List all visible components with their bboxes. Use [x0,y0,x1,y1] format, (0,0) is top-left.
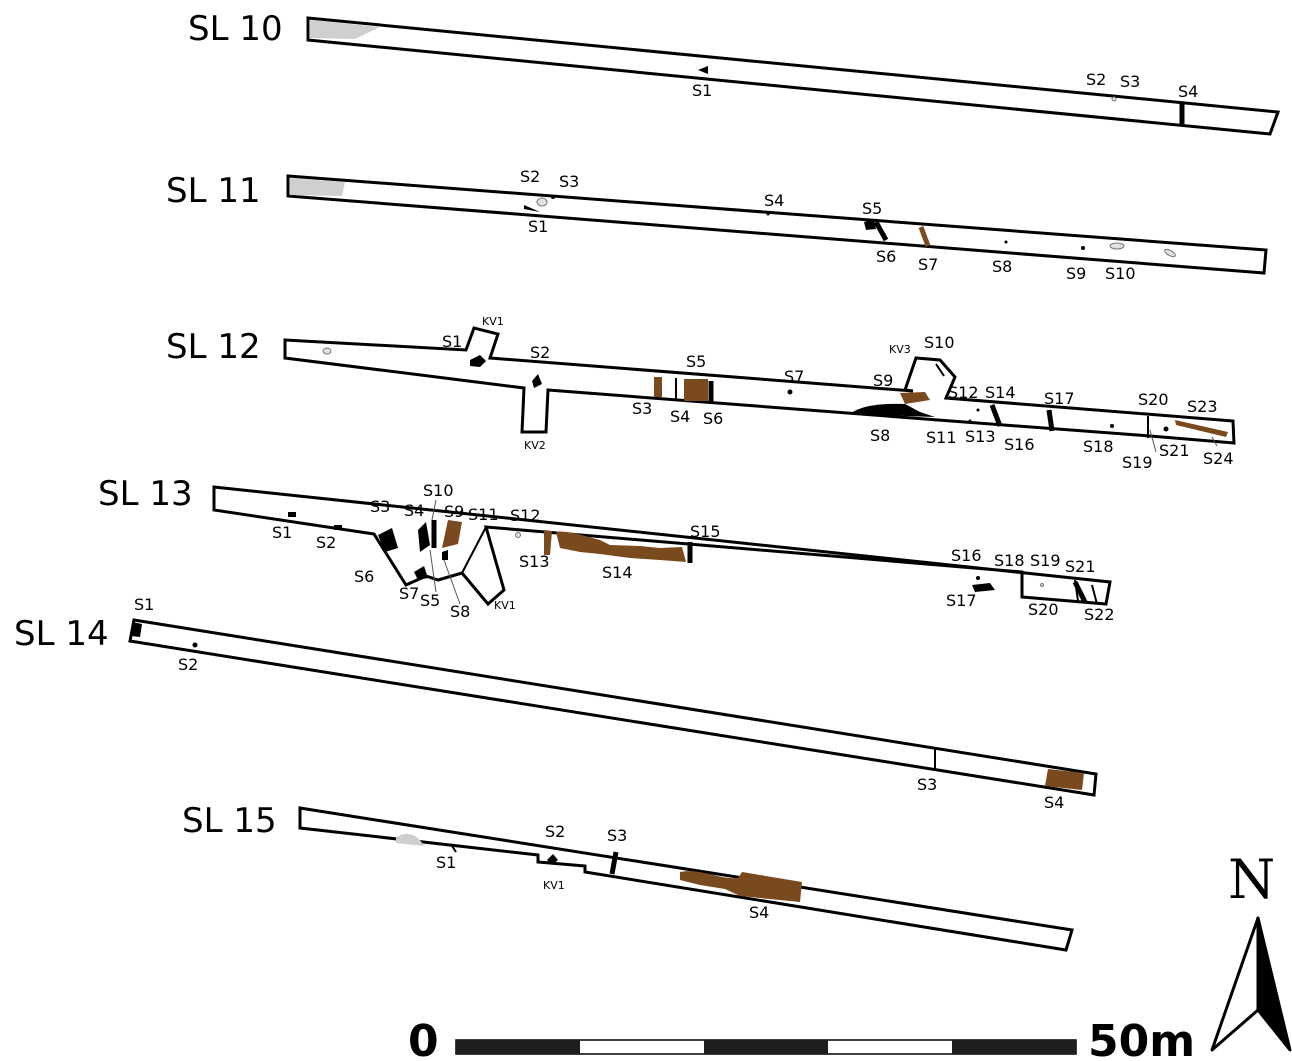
north-arrow: N [1210,848,1292,1052]
trench-label-sl13: SL 13 [98,474,193,514]
trench-label-sl12: SL 12 [166,327,261,367]
feature-label: S6 [876,247,896,266]
feature-label: S9 [1066,264,1086,283]
feature-label: S8 [450,602,470,621]
feature-label: S4 [670,407,690,426]
feature-label: S4 [764,191,784,210]
feature-label: S2 [520,167,540,186]
trench-sl11: SL 11 S2 S3 S1 S4 S5 S6 S7 S8 S9 S10 [166,167,1268,283]
area-label: KV2 [524,439,546,452]
feature-label: S12 [948,383,979,402]
feature-label: S16 [1004,435,1035,454]
trench-label-sl10: SL 10 [188,9,283,49]
feature-label: S23 [1187,397,1218,416]
feature-label: S14 [602,563,633,582]
feature-label: S7 [399,584,419,603]
feature-label: S5 [862,199,882,218]
feature-label: S11 [468,505,499,524]
feature-label: S3 [917,775,937,794]
scale-segment [952,1040,1076,1054]
feature-label: S19 [1030,551,1061,570]
area-label: KV1 [543,879,565,892]
scale-end-label: 50m [1088,1016,1195,1061]
feature-label: S4 [1178,82,1198,101]
feature-label: S9 [444,502,464,521]
trench-sl13: SL 13 S1 S2 S3 S4 S5 S6 S7 S8 S9 S10 S11 [98,474,1115,624]
feature-label: S22 [1084,605,1115,624]
feature-label: S15 [690,522,721,541]
feature-label: S2 [316,533,336,552]
feature-label: S13 [519,552,550,571]
feature-label: S2 [530,343,550,362]
feature-label: S7 [918,255,938,274]
feature-label: S17 [946,591,977,610]
feature-label: S21 [1065,557,1096,576]
feature-label: S3 [607,826,627,845]
feature-label: S11 [926,428,957,447]
feature-label: S10 [423,481,454,500]
area-label: KV1 [482,315,504,328]
feature-label: S4 [404,501,424,520]
trench-label-sl11: SL 11 [166,171,261,211]
feature-label: S1 [272,523,292,542]
north-arrow-left-half [1210,916,1260,1052]
feature-label: S20 [1028,600,1059,619]
feature-label: S24 [1203,449,1234,468]
feature-label: S8 [870,426,890,445]
feature-label: S4 [749,903,769,922]
trench-sl14: SL 14 S1 S2 S3 S4 [14,595,1098,812]
trench-label-sl14: SL 14 [14,614,109,654]
feature-label: S12 [510,506,541,525]
feature-label: S14 [985,383,1016,402]
trench-label-sl15: SL 15 [182,801,277,841]
feature-label: S20 [1138,390,1169,409]
feature-label: S3 [632,399,652,418]
feature-label: S13 [965,427,996,446]
feature-label: S8 [992,257,1012,276]
feature-label: S18 [994,551,1025,570]
area-label: KV3 [889,343,911,356]
feature-label: S10 [924,333,955,352]
feature-label: S10 [1105,264,1136,283]
north-arrow-right-half [1256,916,1292,1052]
feature-label: S9 [873,371,893,390]
scale-segment [456,1040,580,1054]
feature-label: S2 [178,655,198,674]
feature-label: S1 [436,853,456,872]
feature-label: S4 [1044,793,1064,812]
feature-label: S1 [134,595,154,614]
area-label: KV1 [494,599,516,612]
feature-label: S1 [528,217,548,236]
trench-sl15: SL 15 S1 S2 S3 S4 KV1 [182,801,1074,952]
feature-label: S6 [703,409,723,428]
feature-label: S1 [692,81,712,100]
feature-label: S3 [370,497,390,516]
scale-segment [704,1040,828,1054]
trench-sl10: SL 10 S1 S2 S3 S4 [188,9,1281,136]
feature-label: S7 [784,367,804,386]
feature-label: S18 [1083,437,1114,456]
scale-start-label: 0 [408,1016,439,1061]
feature-label: S1 [442,332,462,351]
feature-label: S21 [1159,441,1190,460]
feature-label: S6 [354,567,374,586]
feature-label: S5 [420,591,440,610]
feature-label: S19 [1122,453,1153,472]
scale-bar: 0 50m [408,1016,1195,1061]
feature-label: S16 [951,546,982,565]
feature-label: S3 [1120,72,1140,91]
feature-label: S3 [559,172,579,191]
feature-label: S2 [1086,70,1106,89]
trench-sl12: SL 12 S1 KV1 S2 KV2 S3 S4 S5 S6 S7 S8 S9… [166,315,1236,472]
feature-label: S5 [686,352,706,371]
feature-label: S2 [545,822,565,841]
north-label: N [1228,848,1275,911]
feature-label: S17 [1044,389,1075,408]
